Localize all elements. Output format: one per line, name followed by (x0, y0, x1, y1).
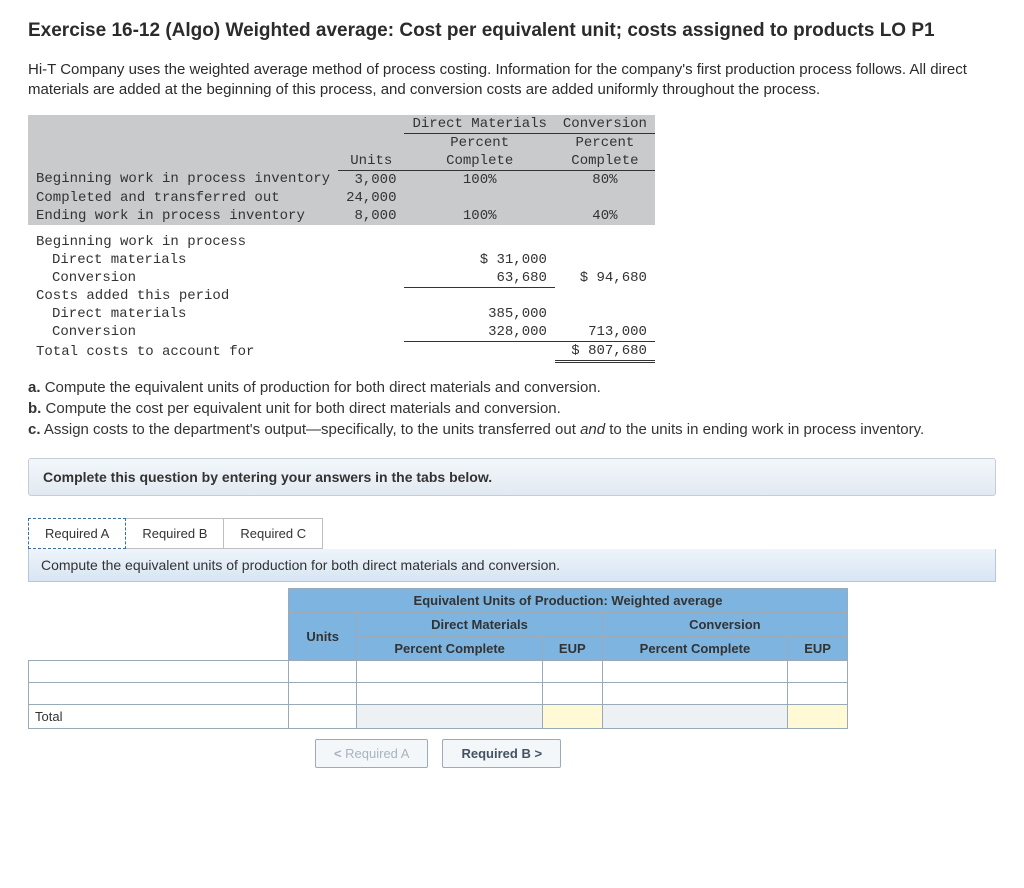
tab-required-b[interactable]: Required B (125, 518, 224, 549)
exercise-title: Exercise 16-12 (Algo) Weighted average: … (28, 20, 996, 42)
answer-row[interactable] (29, 683, 848, 705)
col-conv: Conversion (555, 115, 655, 134)
tab-required-a[interactable]: Required A (28, 518, 126, 549)
answer-table: Equivalent Units of Production: Weighted… (28, 588, 848, 729)
answer-table-title: Equivalent Units of Production: Weighted… (289, 589, 848, 613)
tabs: Required A Required B Required C (28, 518, 996, 549)
row-transferred-out: Completed and transferred out (28, 189, 338, 207)
answer-total-row[interactable]: Total (29, 705, 848, 729)
row-end-wip: Ending work in process inventory (28, 207, 338, 225)
row-begin-wip: Beginning work in process inventory (28, 170, 338, 189)
tab-subhead: Compute the equivalent units of producti… (28, 549, 996, 582)
row-total-costs: Total costs to account for (28, 342, 338, 362)
tab-required-c[interactable]: Required C (223, 518, 323, 549)
instruction-banner: Complete this question by entering your … (28, 458, 996, 496)
col-units: Units (289, 613, 357, 661)
nav-buttons: < Required A Required B > (28, 739, 848, 768)
chevron-right-icon: > (534, 746, 542, 761)
next-button[interactable]: Required B > (442, 739, 561, 768)
col-dm: Direct Materials (404, 115, 554, 134)
col-units: Units (338, 152, 404, 171)
info-table: Direct Materials Conversion Percent Perc… (28, 115, 655, 364)
col-dm-group: Direct Materials (357, 613, 602, 637)
chevron-left-icon: < (334, 746, 342, 761)
answer-row[interactable] (29, 661, 848, 683)
prev-button[interactable]: < Required A (315, 739, 429, 768)
col-conv-group: Conversion (602, 613, 847, 637)
requirements-list: a. Compute the equivalent units of produ… (28, 377, 996, 440)
row-begin-costs: Beginning work in process (28, 233, 338, 251)
row-added-costs: Costs added this period (28, 287, 338, 305)
intro-paragraph: Hi-T Company uses the weighted average m… (28, 60, 996, 101)
